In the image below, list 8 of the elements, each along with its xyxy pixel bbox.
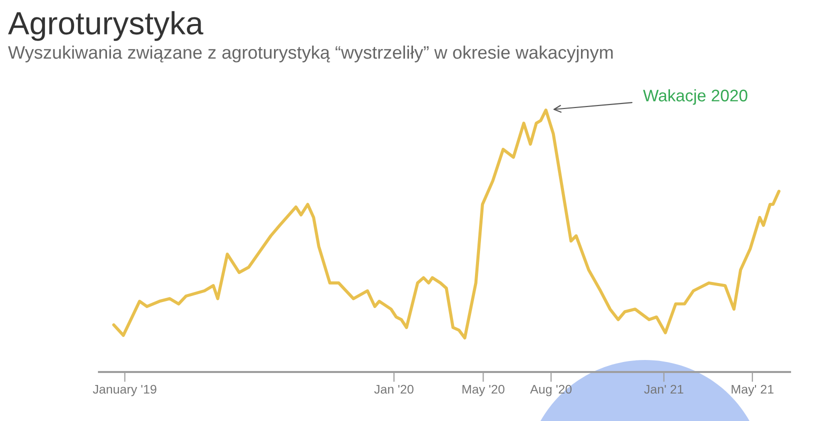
x-tick-label: Jan '20 bbox=[374, 384, 414, 394]
chart-title: Agroturystyka bbox=[8, 11, 204, 41]
x-tick-label: May' 21 bbox=[732, 384, 774, 396]
x-tick-label: Jan' 21 bbox=[644, 384, 684, 394]
annotation: Wakacje 2020 bbox=[643, 89, 748, 105]
x-tick-label: January '19 bbox=[92, 384, 156, 396]
chart-subtitle: Wyszukiwania związane z agroturystyką “wystrzeliły” w okresie wakacyjnym bbox=[8, 46, 613, 62]
x-tick-label: May '20 bbox=[462, 384, 504, 396]
